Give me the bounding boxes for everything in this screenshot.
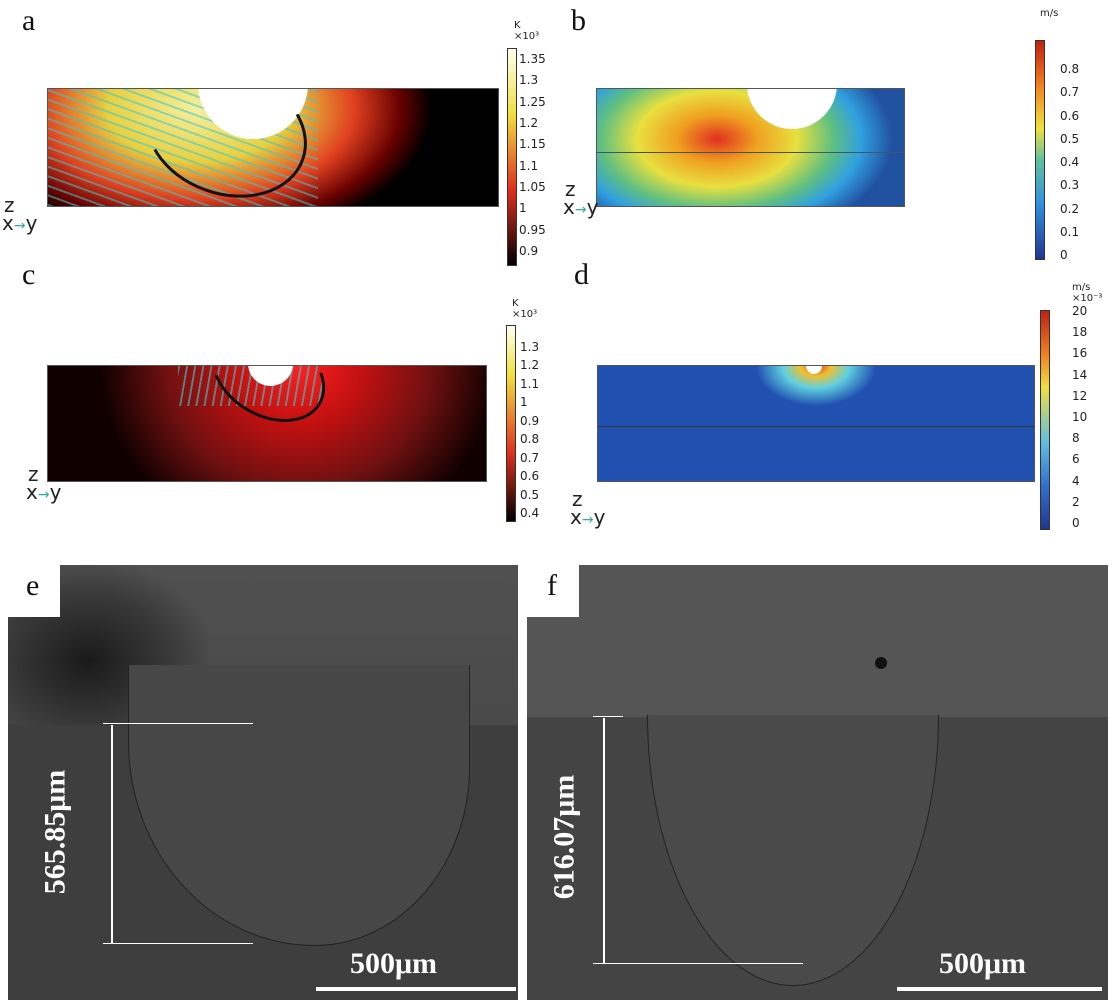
colorbar-ticks-d: 20 18 16 14 12 10 8 6 4 2 0 [1072,304,1088,530]
measure-arrow [111,725,113,943]
interface-line [598,426,1034,427]
colorbar-ticks-c: 1.3 1.2 1.1 1 0.9 0.8 0.7 0.6 0.5 0.4 [520,340,540,520]
micrograph-f: f 616.07μm 500μm [527,565,1108,1000]
depth-label-e: 565.85μm [38,769,72,895]
colorbar-a [507,48,517,266]
weld-pool [128,665,470,946]
pore [875,657,887,669]
keyhole [806,366,822,374]
panel-label-d: d [574,258,589,291]
axis-triad-b: z x→y [563,177,599,219]
weld-pool [647,715,939,986]
measure-top-line [103,723,253,724]
axis-triad-d: z x→y [570,487,606,529]
label-bg [527,565,579,617]
interface-line [597,152,904,153]
colorbar-d [1040,310,1050,530]
temperature-field-a [47,88,499,207]
depth-label-f: 616.07μm [547,774,581,900]
measure-bottom-line [593,963,803,964]
keyhole [248,366,293,386]
axis-triad-a: z x→y [2,193,38,235]
velocity-field-d [597,365,1035,482]
label-bg [8,565,60,617]
keyhole [747,89,837,129]
colorbar-unit-a: K ×10³ [514,20,540,42]
measure-top-line [593,716,623,717]
colorbar-unit-c: K ×10³ [512,298,538,320]
velocity-field-b [596,88,905,207]
scalebar-e [316,987,516,991]
temperature-field-c [47,365,487,482]
colorbar-ticks-a: 1.35 1.3 1.25 1.2 1.15 1.1 1.05 1 0.95 0.9 [519,52,546,258]
scalebar-label-f: 500μm [939,947,1026,980]
scalebar-f [897,987,1102,991]
colorbar-ticks-b: 0.8 0.7 0.6 0.5 0.4 0.3 0.2 0.1 0 [1060,62,1080,262]
axis-triad-c: z x→y [26,462,62,504]
colorbar-unit-d: m/s ×10⁻³ [1072,282,1103,304]
panel-label-b: b [571,4,586,37]
measure-arrow [603,718,605,963]
panel-label-e: e [26,569,40,602]
colorbar-c [506,325,516,522]
colorbar-unit-b: m/s [1040,8,1059,19]
measure-bottom-line [103,943,253,944]
panel-label-f: f [547,569,557,602]
colorbar-b [1035,40,1045,260]
scalebar-label-e: 500μm [350,947,437,980]
micrograph-e: e 565.85μm 500μm [8,565,518,1000]
panel-label-c: c [22,258,36,291]
panel-label-a: a [22,4,36,37]
